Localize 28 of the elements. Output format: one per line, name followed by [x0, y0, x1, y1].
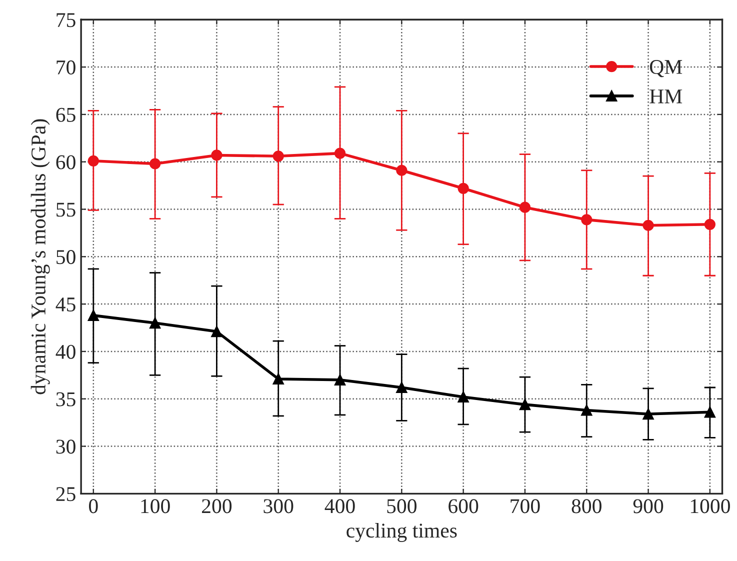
x-tick-label: 200: [202, 499, 232, 514]
y-tick-label: 65: [56, 108, 76, 122]
x-tick-label: 0: [88, 499, 98, 514]
x-tick-label: 500: [387, 499, 416, 514]
y-tick-label: 30: [56, 440, 76, 454]
y-tick-label: 75: [56, 13, 76, 28]
y-tick-label: 60: [56, 155, 76, 170]
y-tick-label: 35: [56, 392, 76, 406]
y-tick-label: 25: [56, 487, 76, 502]
point: [334, 148, 346, 159]
y-tick-label: 40: [56, 344, 76, 359]
x-tick-label: 900: [633, 499, 664, 514]
point: [519, 202, 531, 213]
x-tick-label: 400: [324, 499, 355, 514]
y-tick-label: 55: [56, 202, 76, 217]
x-tick-label: 700: [510, 499, 540, 514]
legend-label: HM: [650, 90, 682, 104]
x-tick-label: 100: [141, 499, 170, 514]
x-tick-label: 800: [572, 499, 602, 514]
x-tick-label: 1000: [690, 499, 730, 514]
y-tick-label: 70: [56, 60, 76, 74]
x-axis-title: cycling times: [346, 522, 457, 542]
x-tick-label: 600: [448, 499, 478, 514]
y-tick-label: 50: [56, 250, 76, 264]
legend-label: QM: [650, 60, 682, 78]
y-tick-label: 45: [56, 298, 76, 312]
y-axis-title: dynamic Young’s modulus (GPa): [30, 119, 50, 394]
x-tick-label: 300: [264, 499, 294, 514]
